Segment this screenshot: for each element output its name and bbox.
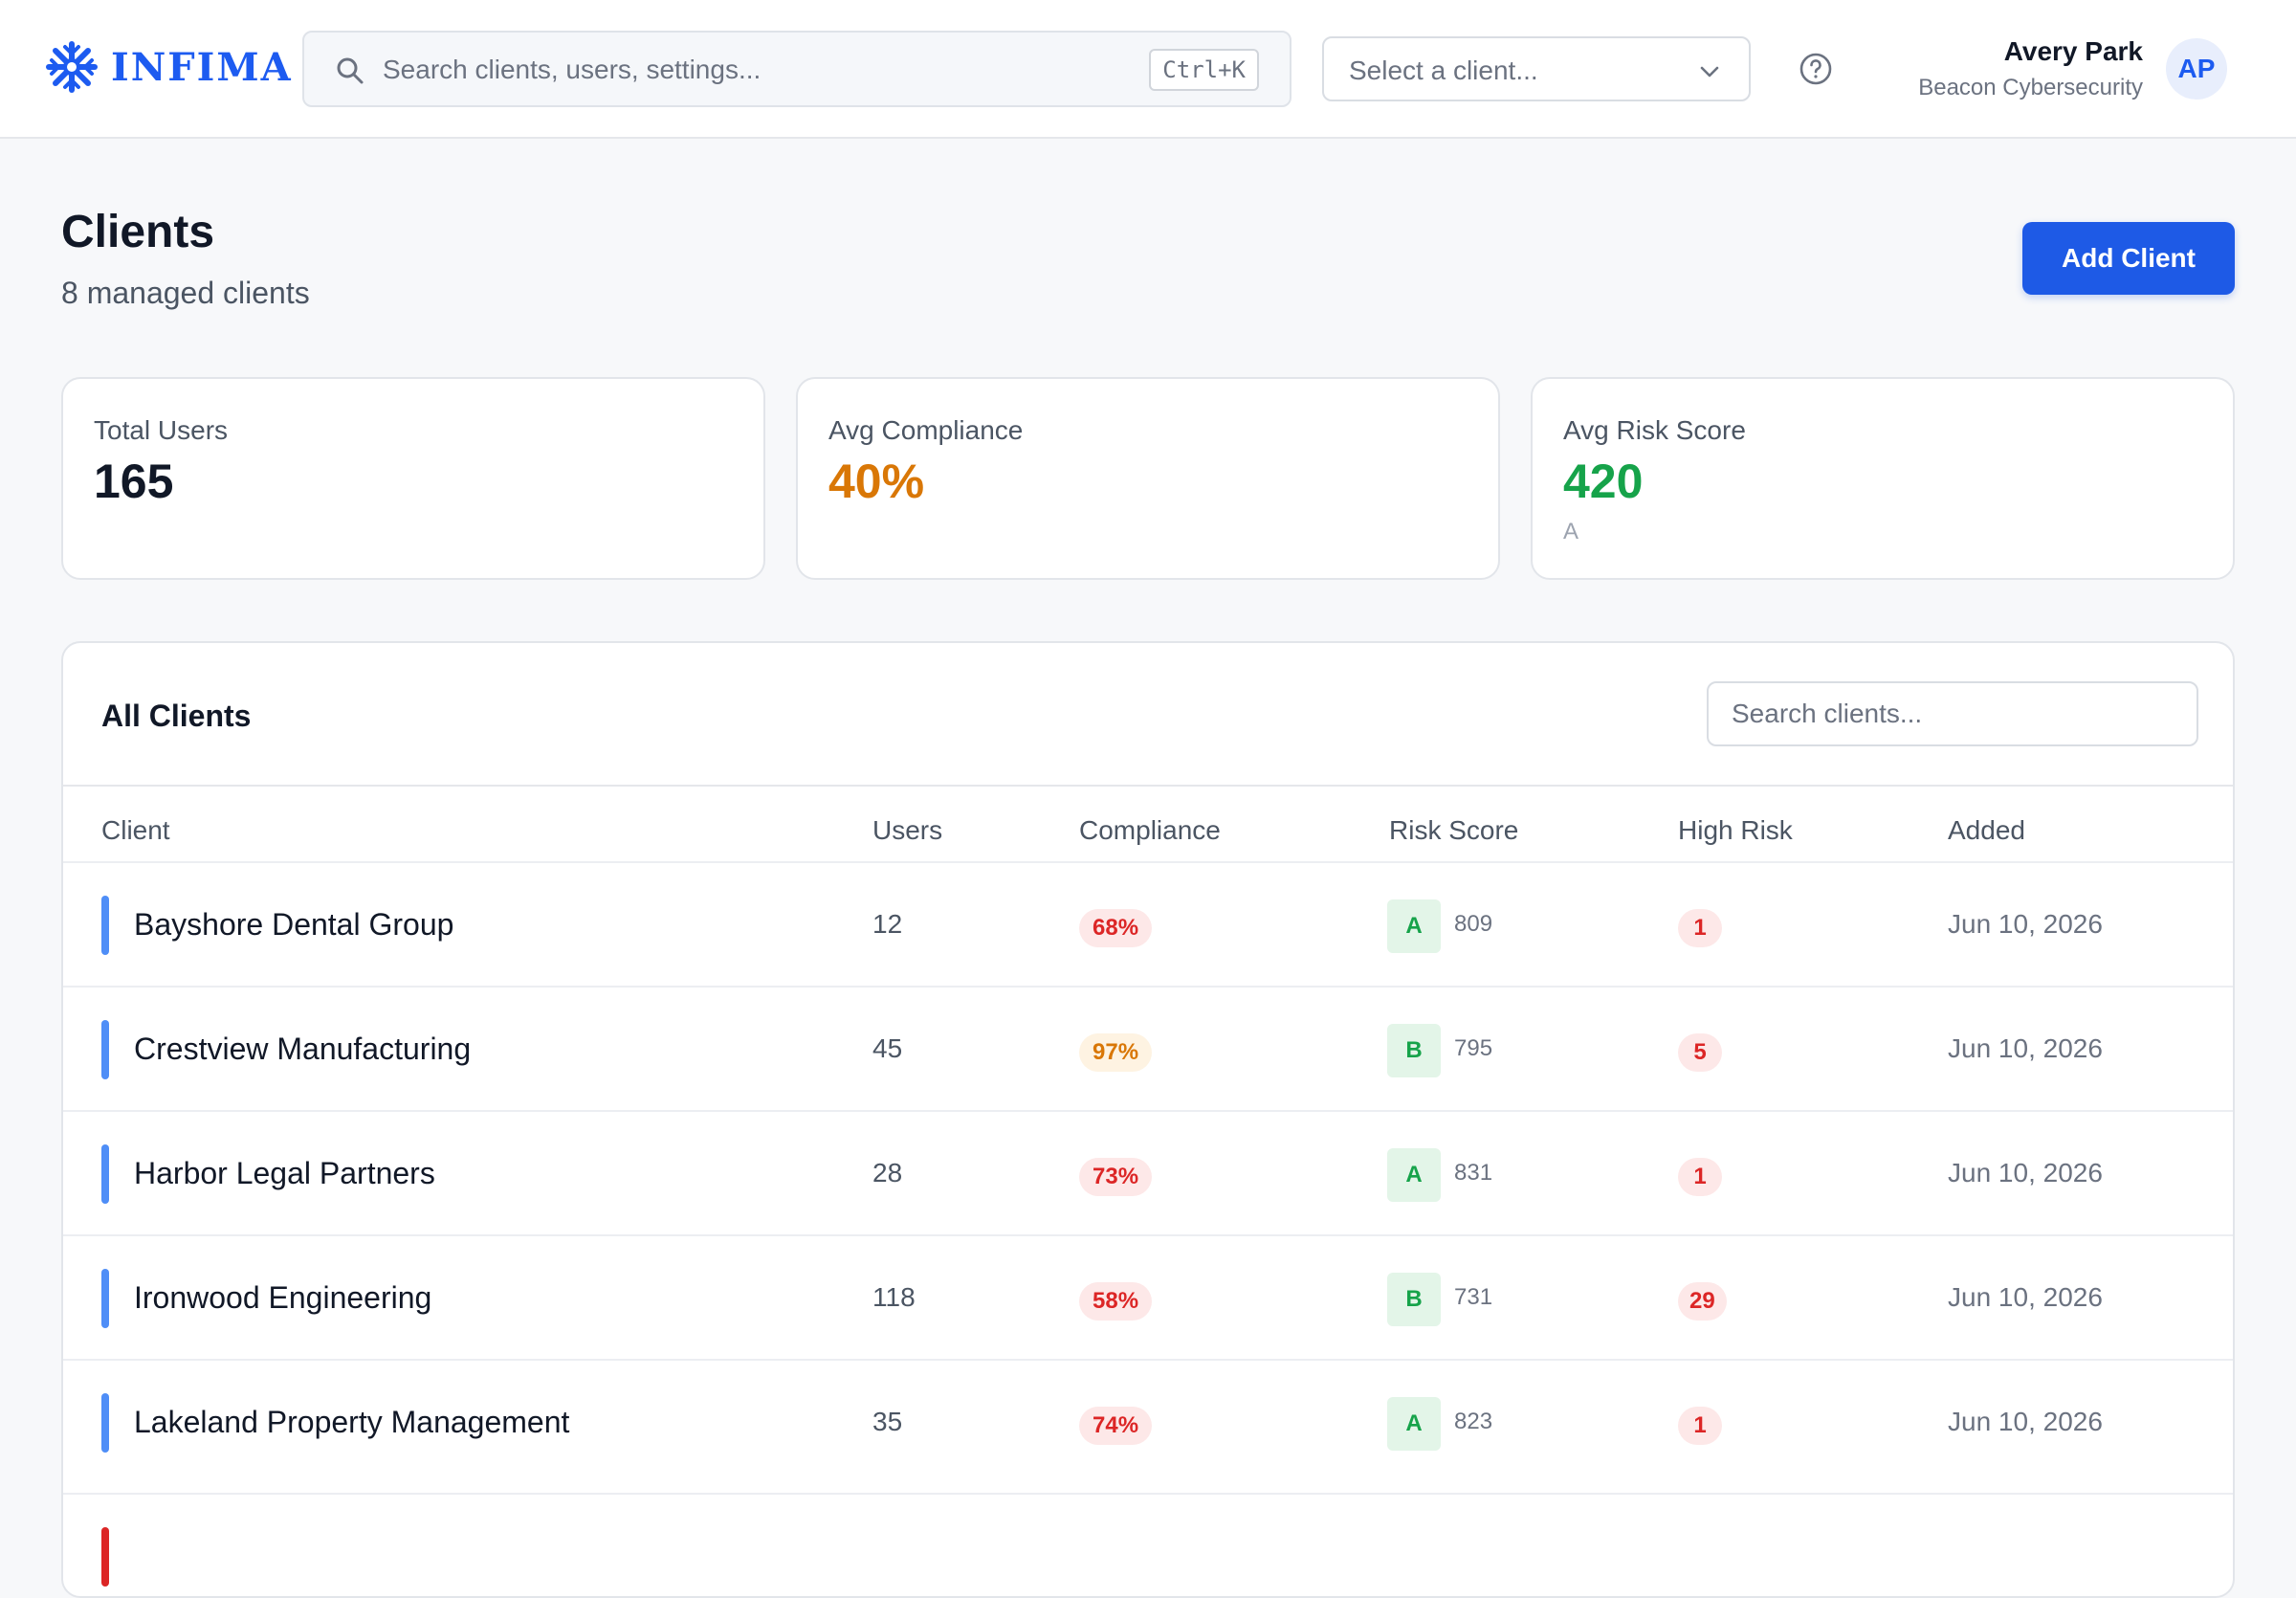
client-name[interactable]: Harbor Legal Partners (134, 1156, 435, 1190)
risk-grade-badge: A (1387, 1148, 1441, 1202)
stat-card-avg-risk-score: Avg Risk Score 420 A (1531, 377, 2235, 580)
stat-label: Avg Compliance (828, 415, 1024, 445)
column-header-added[interactable]: Added (1948, 815, 2025, 845)
row-status-bar (101, 1144, 109, 1204)
divider (63, 785, 2233, 787)
global-search[interactable]: Ctrl+K (302, 31, 1292, 107)
table-row[interactable]: Harbor Legal Partners 28 73% A 831 1 Jun… (63, 1110, 2233, 1234)
risk-score-value: 823 (1454, 1409, 1493, 1434)
user-count: 118 (872, 1282, 916, 1312)
clients-search-input[interactable] (1707, 681, 2198, 746)
user-count: 45 (872, 1033, 903, 1063)
clients-table-card: All Clients Client Users Compliance Risk… (61, 641, 2235, 1598)
global-search-input[interactable] (383, 46, 1052, 94)
compliance-badge: 74% (1079, 1407, 1153, 1445)
table-row[interactable]: Lakeland Property Management 35 74% A 82… (63, 1359, 2233, 1483)
client-name[interactable]: Ironwood Engineering (134, 1280, 432, 1315)
risk-score-value: 831 (1454, 1160, 1493, 1186)
high-risk-badge: 1 (1678, 909, 1722, 947)
stat-label: Total Users (94, 415, 229, 445)
column-header-high-risk[interactable]: High Risk (1678, 815, 1793, 845)
added-date: Jun 10, 2026 (1948, 909, 2103, 939)
client-select[interactable]: Select a client... (1322, 36, 1751, 101)
stat-value: 165 (94, 455, 174, 508)
stat-value: 420 (1563, 455, 1644, 508)
added-date: Jun 10, 2026 (1948, 1282, 2103, 1312)
table-row[interactable]: Ironwood Engineering 118 58% B 731 29 Ju… (63, 1234, 2233, 1359)
compliance-badge: 97% (1079, 1033, 1153, 1072)
high-risk-badge: 1 (1678, 1407, 1722, 1445)
user-count: 28 (872, 1158, 903, 1187)
client-name[interactable]: Bayshore Dental Group (134, 907, 454, 942)
added-date: Jun 10, 2026 (1948, 1407, 2103, 1436)
row-status-bar (101, 1269, 109, 1328)
client-select-placeholder: Select a client... (1349, 55, 1538, 85)
shortcut-hint: Ctrl+K (1149, 49, 1259, 91)
snowflake-logo-icon (46, 41, 98, 93)
risk-score-value: 809 (1454, 911, 1493, 937)
logo-text: INFIMA (111, 44, 293, 90)
stat-label: Avg Risk Score (1563, 415, 1746, 445)
client-name[interactable]: Crestview Manufacturing (134, 1032, 472, 1066)
risk-score-value: 795 (1454, 1035, 1493, 1061)
table-row[interactable] (63, 1493, 2233, 1596)
user-count: 12 (872, 909, 903, 939)
help-icon[interactable] (1799, 52, 1833, 86)
chevron-down-icon (1700, 66, 1719, 78)
search-icon (337, 57, 364, 84)
table-title: All Clients (101, 699, 252, 733)
row-status-bar (101, 1020, 109, 1079)
risk-grade-badge: B (1387, 1273, 1441, 1326)
risk-grade-badge: A (1387, 1397, 1441, 1451)
compliance-badge: 68% (1079, 909, 1153, 947)
user-name: Avery Park (2003, 36, 2143, 66)
risk-score-value: 731 (1454, 1284, 1493, 1310)
high-risk-badge: 5 (1678, 1033, 1722, 1072)
row-status-bar (101, 1527, 109, 1587)
stat-value: 40% (828, 455, 925, 508)
add-client-button[interactable]: Add Client (2022, 222, 2235, 295)
risk-grade-badge: A (1387, 899, 1441, 953)
table-row[interactable]: Crestview Manufacturing 45 97% B 795 5 J… (63, 986, 2233, 1110)
column-header-client[interactable]: Client (101, 815, 170, 845)
user-org: Beacon Cybersecurity (1918, 75, 2143, 100)
row-status-bar (101, 896, 109, 955)
high-risk-badge: 1 (1678, 1158, 1722, 1196)
column-header-users[interactable]: Users (872, 815, 943, 845)
risk-grade-badge: B (1387, 1024, 1441, 1077)
client-name[interactable]: Lakeland Property Management (134, 1405, 570, 1439)
compliance-badge: 73% (1079, 1158, 1153, 1196)
column-header-risk-score[interactable]: Risk Score (1389, 815, 1519, 845)
row-status-bar (101, 1393, 109, 1453)
top-bar: INFIMA Ctrl+K Select a client... Avery P… (0, 0, 2296, 139)
user-count: 35 (872, 1407, 903, 1436)
compliance-badge: 58% (1079, 1282, 1153, 1321)
logo[interactable]: INFIMA (44, 38, 293, 96)
column-header-compliance[interactable]: Compliance (1079, 815, 1221, 845)
table-row[interactable]: Bayshore Dental Group 12 68% A 809 1 Jun… (63, 861, 2233, 986)
stat-grade: A (1563, 519, 1579, 544)
page-title: Clients (61, 207, 215, 257)
added-date: Jun 10, 2026 (1948, 1158, 2103, 1187)
avatar[interactable]: AP (2166, 38, 2227, 100)
stat-card-avg-compliance: Avg Compliance 40% (796, 377, 1500, 580)
added-date: Jun 10, 2026 (1948, 1033, 2103, 1063)
page-subtitle: 8 managed clients (61, 276, 310, 310)
high-risk-badge: 29 (1678, 1282, 1727, 1321)
stat-card-total-users: Total Users 165 (61, 377, 765, 580)
